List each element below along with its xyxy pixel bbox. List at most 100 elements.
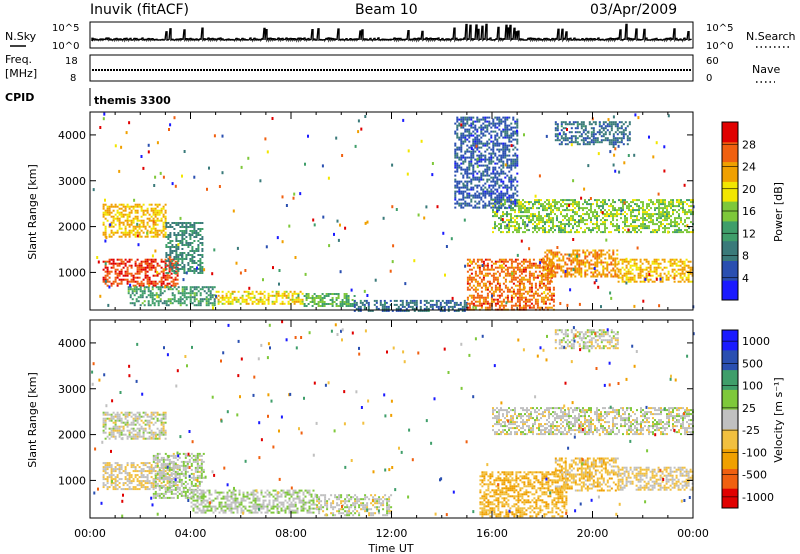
power-cell xyxy=(570,135,573,138)
power-cell xyxy=(538,294,541,297)
power-cell xyxy=(516,231,518,234)
power-cell xyxy=(454,132,457,135)
power-cell xyxy=(449,305,452,308)
power-cell xyxy=(478,202,481,205)
power-cell xyxy=(126,219,129,222)
power-cell xyxy=(482,298,485,301)
power-cell xyxy=(506,144,509,147)
power-cell xyxy=(472,126,475,129)
nsky-label: N.Sky xyxy=(5,30,37,43)
power-cell xyxy=(510,199,512,202)
power-cell xyxy=(124,231,127,234)
power-cell xyxy=(594,133,597,136)
power-cell xyxy=(622,131,625,134)
power-cell xyxy=(602,129,605,132)
power-cell xyxy=(526,304,529,307)
power-cell xyxy=(586,269,589,272)
power-cell xyxy=(574,253,577,256)
power-cell xyxy=(175,240,178,242)
power-cell xyxy=(409,305,412,308)
power-cell xyxy=(171,246,174,248)
power-cell xyxy=(456,180,459,183)
power-cell xyxy=(526,215,528,218)
power-cell xyxy=(508,166,511,169)
power-cell xyxy=(610,263,613,266)
power-cell xyxy=(536,300,539,303)
power-cell xyxy=(683,266,686,269)
power-cell xyxy=(148,283,151,287)
power-cell xyxy=(502,306,505,309)
power-cell xyxy=(608,257,611,260)
power-cell xyxy=(486,280,489,283)
power-cell xyxy=(385,307,388,310)
power-cell xyxy=(514,176,517,179)
power-cell xyxy=(608,205,610,208)
power-cell xyxy=(534,203,536,206)
power-cell xyxy=(594,139,597,142)
power-cell xyxy=(476,280,479,283)
power-cell xyxy=(514,160,517,163)
power-cell xyxy=(600,273,603,276)
power-cell xyxy=(271,300,274,303)
nsearch-tick-high: 10^5 xyxy=(706,23,733,34)
power-cell xyxy=(592,253,595,256)
power-cell xyxy=(462,122,465,125)
power-cell xyxy=(462,154,465,157)
power-cell xyxy=(199,230,202,232)
power-cell xyxy=(650,207,652,210)
power-cell xyxy=(664,231,666,234)
power-cell xyxy=(120,203,123,206)
power-cell xyxy=(191,254,194,256)
power-cell xyxy=(496,170,499,173)
power-cell xyxy=(500,170,503,173)
power-cell xyxy=(602,205,604,208)
power-cell xyxy=(618,231,620,234)
power-cell xyxy=(682,201,684,204)
power-cell xyxy=(560,227,562,230)
power-cell xyxy=(627,268,630,271)
power-cell xyxy=(478,170,481,173)
power-cell xyxy=(666,219,668,222)
power-cell xyxy=(474,272,477,275)
power-cell xyxy=(682,209,684,212)
power-cell xyxy=(293,192,296,196)
power-cell xyxy=(518,227,520,230)
power-cell xyxy=(197,290,200,293)
power-cell xyxy=(138,276,141,279)
power-cell xyxy=(566,123,569,126)
power-cell xyxy=(635,266,638,269)
power-cell xyxy=(614,215,616,218)
power-cell xyxy=(632,211,634,214)
power-cell xyxy=(110,282,113,285)
power-cell xyxy=(684,221,686,224)
power-cell xyxy=(454,160,457,163)
power-cell xyxy=(237,290,240,293)
power-cell xyxy=(568,225,570,228)
power-cell xyxy=(582,141,585,144)
power-cell xyxy=(419,309,422,312)
power-cell xyxy=(614,209,616,212)
power-cell xyxy=(570,127,573,130)
power-cell xyxy=(148,213,151,216)
power-cell xyxy=(592,271,595,274)
power-cell xyxy=(482,118,485,121)
power-cell xyxy=(460,116,463,119)
power-cell xyxy=(544,296,547,299)
power-cell xyxy=(636,217,638,220)
power-cell xyxy=(112,233,115,236)
power-cell xyxy=(534,221,536,224)
power-cell xyxy=(476,202,479,205)
power-cell xyxy=(654,209,656,212)
power-cell xyxy=(486,286,489,289)
power-cell xyxy=(213,302,216,305)
power-cell xyxy=(181,268,184,270)
power-cell xyxy=(156,211,159,214)
power-cell xyxy=(367,307,370,310)
power-cell xyxy=(160,260,163,263)
power-cell xyxy=(476,116,479,119)
power-cell xyxy=(177,292,180,295)
power-cell xyxy=(580,271,583,274)
power-cell xyxy=(518,304,521,307)
power-cell xyxy=(201,254,204,256)
power-cell xyxy=(120,260,123,263)
